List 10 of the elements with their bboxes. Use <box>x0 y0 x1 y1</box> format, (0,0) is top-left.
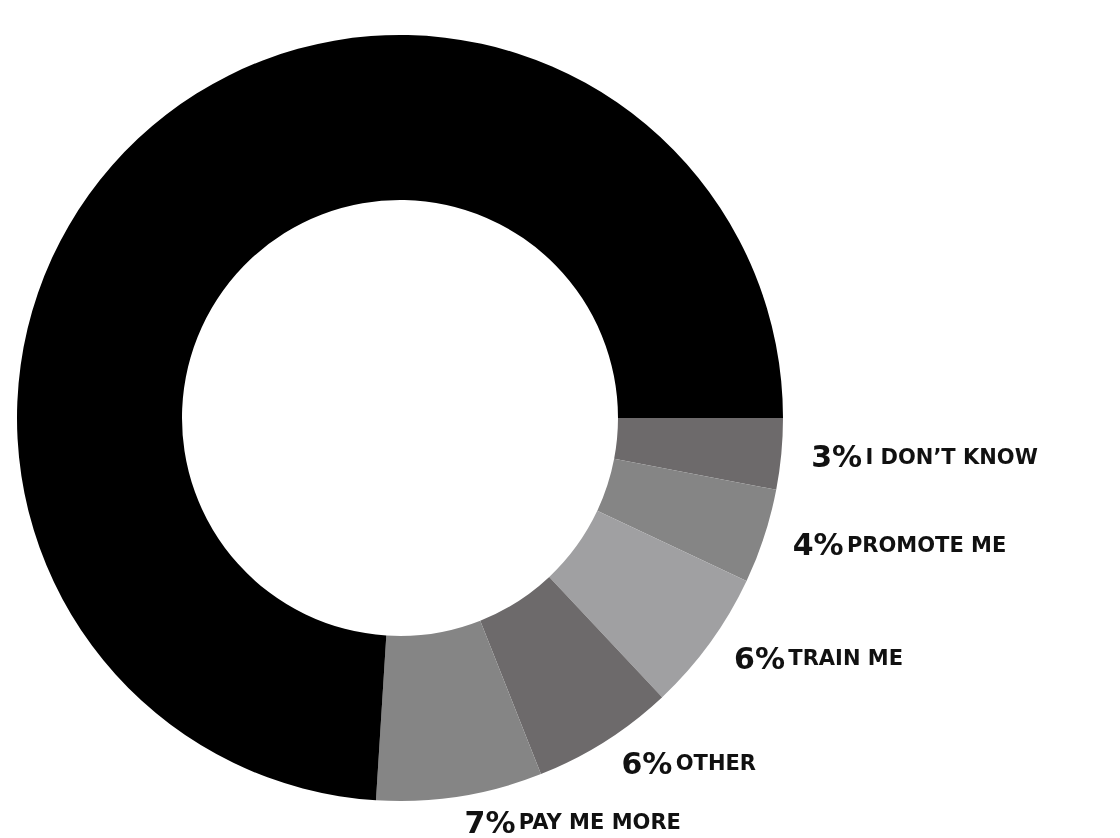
slice-label: PROMOTE ME <box>846 532 1007 557</box>
data-label: 7% <box>464 804 516 838</box>
data-label: 3% <box>811 439 863 475</box>
data-label: 6% <box>734 640 786 676</box>
data-label: 4% <box>792 527 844 563</box>
data-label: 6% <box>621 745 673 781</box>
slice-label: OTHER <box>675 751 757 776</box>
slice-label: TRAIN ME <box>788 646 904 671</box>
slice-label: I DON’T KNOW <box>865 444 1038 469</box>
slice-label: PAY ME MORE <box>518 810 681 834</box>
